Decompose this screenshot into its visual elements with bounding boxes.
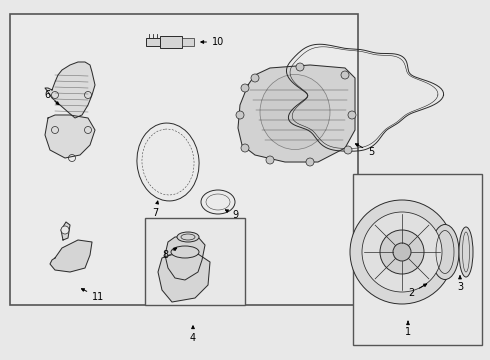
Text: 6: 6 [44,90,59,105]
Text: 2: 2 [408,284,427,298]
Text: 3: 3 [457,276,463,292]
Polygon shape [50,240,92,272]
Polygon shape [45,115,95,158]
Circle shape [306,158,314,166]
Circle shape [393,243,411,261]
Polygon shape [238,65,355,162]
Circle shape [341,71,349,79]
Bar [145,218,245,305]
Text: 8: 8 [162,248,177,260]
Ellipse shape [260,75,330,149]
Text: 10: 10 [201,37,224,47]
Bar [146,38,160,46]
Bar [353,174,482,345]
Bar [10,14,358,305]
Polygon shape [165,237,205,280]
Circle shape [61,226,69,234]
Circle shape [236,111,244,119]
Ellipse shape [177,232,199,242]
Circle shape [251,74,259,82]
Bar [182,38,194,46]
Circle shape [296,63,304,71]
Polygon shape [158,252,210,302]
Text: 4: 4 [190,326,196,343]
Circle shape [241,84,249,92]
Circle shape [266,156,274,164]
Circle shape [241,144,249,152]
Ellipse shape [171,246,199,258]
Circle shape [348,111,356,119]
Polygon shape [45,62,95,118]
Polygon shape [61,222,70,240]
Text: 7: 7 [152,201,158,218]
Text: 5: 5 [355,144,374,157]
Text: 11: 11 [81,289,104,302]
Ellipse shape [459,227,473,277]
Circle shape [344,146,352,154]
Text: 9: 9 [225,210,238,220]
Text: 1: 1 [405,321,411,337]
Bar [160,36,182,48]
Circle shape [350,200,454,304]
Circle shape [362,212,442,292]
Circle shape [380,230,424,274]
Ellipse shape [431,225,459,279]
